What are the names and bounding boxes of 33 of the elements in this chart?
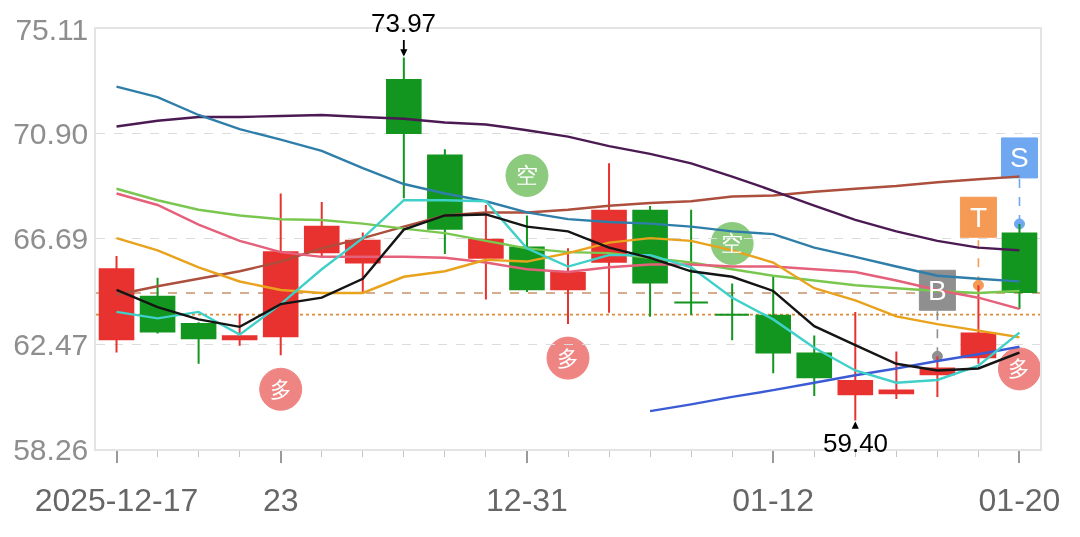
- annotation: 59.40: [823, 428, 889, 458]
- y-tick-label: 70.90: [13, 117, 89, 151]
- x-tick-label: 01-12: [732, 482, 815, 519]
- x-tick-label: 12-31: [486, 482, 568, 519]
- y-tick-label: 66.69: [13, 222, 89, 256]
- annotation: S: [1010, 142, 1029, 173]
- candlestick: [796, 334, 833, 397]
- annotation: 73.97: [371, 8, 437, 38]
- y-tick-label: 75.11: [15, 12, 89, 46]
- candlestick: [673, 208, 709, 316]
- candlestick: [837, 310, 874, 422]
- x-tick-label: 01-20: [978, 482, 1061, 519]
- y-tick-label: 62.47: [13, 327, 89, 361]
- annotation: 空: [516, 163, 538, 188]
- line-series: [115, 192, 1021, 311]
- candlestick: [303, 200, 340, 259]
- annotation: 空: [721, 231, 743, 256]
- candlestick: [468, 203, 504, 301]
- annotation: T: [970, 202, 988, 233]
- candlestick: [550, 247, 586, 326]
- candlestick: [755, 274, 792, 375]
- annotation: 多: [1008, 356, 1030, 381]
- candlestick: [714, 282, 750, 342]
- candlestick: [180, 321, 217, 365]
- candlestick: [98, 255, 135, 354]
- candlestick: [427, 148, 463, 256]
- x-tick-label: 23: [262, 482, 299, 519]
- candlestick: [878, 350, 915, 400]
- candlestick: [221, 312, 258, 347]
- annotation: 多: [557, 346, 579, 371]
- y-tick-label: 58.26: [13, 432, 89, 466]
- x-tick-label: 2025-12-17: [34, 482, 199, 519]
- annotation: 多: [270, 377, 292, 402]
